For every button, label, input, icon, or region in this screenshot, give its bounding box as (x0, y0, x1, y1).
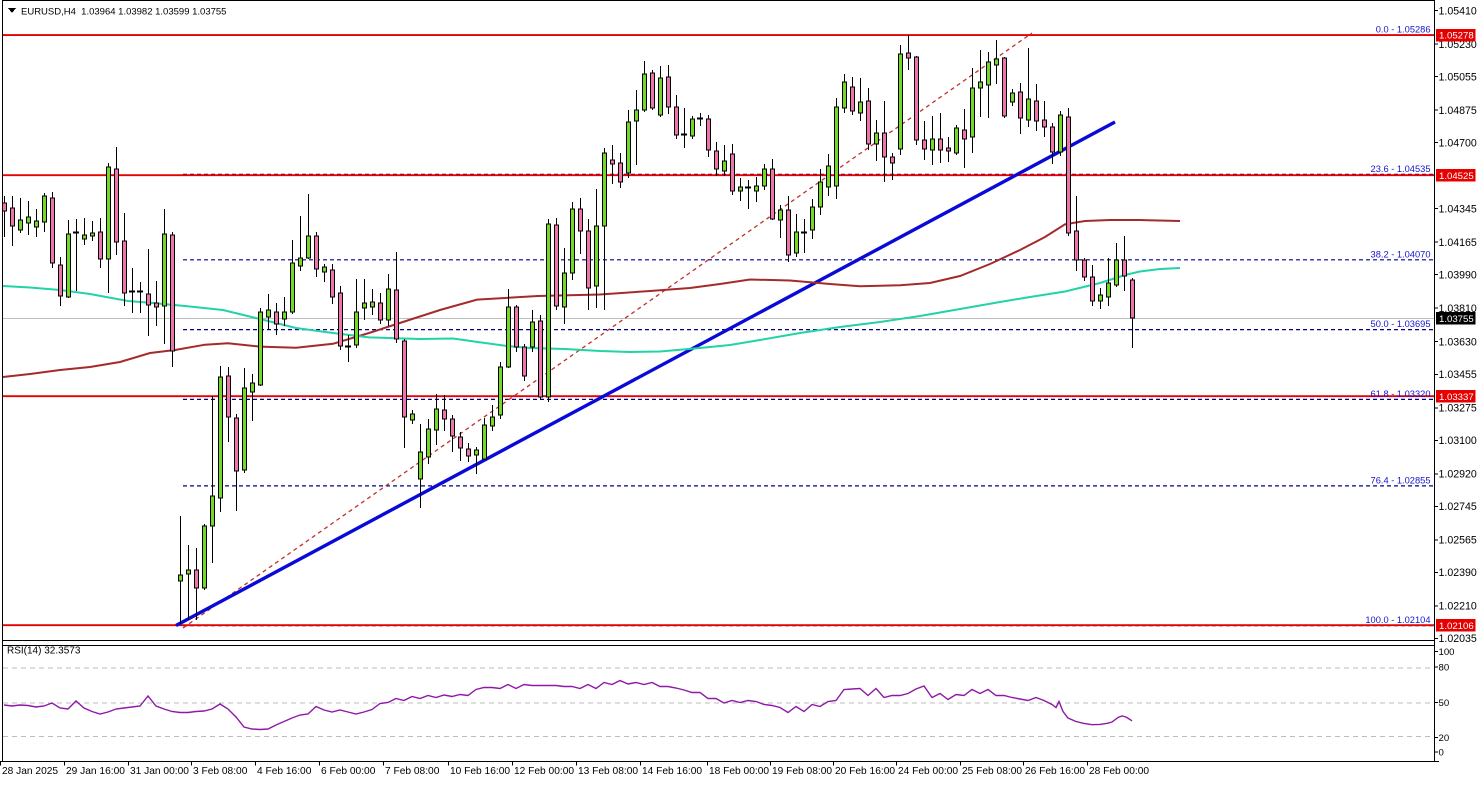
svg-text:29 Jan 16:00: 29 Jan 16:00 (66, 766, 125, 777)
svg-text:26 Feb 16:00: 26 Feb 16:00 (1025, 766, 1085, 777)
svg-text:EURUSD,H4 1.03964 1.03982 1.0: EURUSD,H4 1.03964 1.03982 1.03599 1.0375… (21, 7, 226, 18)
svg-text:80: 80 (1439, 662, 1450, 673)
svg-text:1.03755: 1.03755 (1439, 314, 1474, 325)
svg-text:1.04525: 1.04525 (1439, 171, 1474, 182)
svg-text:20 Feb 16:00: 20 Feb 16:00 (835, 766, 895, 777)
svg-text:7 Feb 08:00: 7 Feb 08:00 (385, 766, 440, 777)
svg-text:23.6 - 1.04535: 23.6 - 1.04535 (1371, 164, 1431, 174)
svg-text:1.02390: 1.02390 (1439, 567, 1477, 579)
svg-text:1.02920: 1.02920 (1439, 469, 1477, 481)
svg-text:1.05410: 1.05410 (1439, 5, 1477, 17)
svg-text:1.05230: 1.05230 (1439, 39, 1477, 51)
svg-text:1.02035: 1.02035 (1439, 633, 1477, 645)
svg-text:3 Feb 08:00: 3 Feb 08:00 (193, 766, 248, 777)
svg-text:1.03100: 1.03100 (1439, 435, 1477, 447)
svg-text:4 Feb 16:00: 4 Feb 16:00 (257, 766, 312, 777)
svg-text:0.0 - 1.05286: 0.0 - 1.05286 (1376, 25, 1431, 35)
svg-text:0: 0 (1439, 747, 1444, 758)
svg-text:28 Jan 2025: 28 Jan 2025 (2, 766, 58, 777)
svg-text:18 Feb 00:00: 18 Feb 00:00 (709, 766, 769, 777)
svg-text:100: 100 (1439, 647, 1455, 658)
svg-text:76.4 - 1.02855: 76.4 - 1.02855 (1371, 475, 1431, 485)
svg-text:25 Feb 08:00: 25 Feb 08:00 (962, 766, 1022, 777)
svg-text:1.03810: 1.03810 (1439, 303, 1477, 315)
svg-text:14 Feb 16:00: 14 Feb 16:00 (642, 766, 702, 777)
svg-text:50: 50 (1439, 698, 1450, 709)
svg-text:1.03630: 1.03630 (1439, 337, 1477, 349)
svg-text:61.8 - 1.03320: 61.8 - 1.03320 (1371, 389, 1431, 399)
svg-text:28 Feb 00:00: 28 Feb 00:00 (1089, 766, 1149, 777)
svg-text:19 Feb 08:00: 19 Feb 08:00 (772, 766, 832, 777)
svg-text:1.04345: 1.04345 (1439, 204, 1477, 216)
svg-text:1.04165: 1.04165 (1439, 237, 1477, 249)
svg-text:1.04875: 1.04875 (1439, 105, 1477, 117)
svg-text:1.03337: 1.03337 (1439, 392, 1474, 403)
svg-text:6 Feb 00:00: 6 Feb 00:00 (321, 766, 376, 777)
svg-text:50.0 - 1.03695: 50.0 - 1.03695 (1371, 319, 1431, 329)
svg-text:31 Jan 00:00: 31 Jan 00:00 (130, 766, 189, 777)
svg-text:1.03990: 1.03990 (1439, 270, 1477, 282)
svg-text:100.0 - 1.02104: 100.0 - 1.02104 (1365, 615, 1430, 625)
svg-text:1.03275: 1.03275 (1439, 403, 1477, 415)
svg-text:24 Feb 00:00: 24 Feb 00:00 (898, 766, 958, 777)
svg-text:13 Feb 08:00: 13 Feb 08:00 (578, 766, 638, 777)
svg-text:1.05278: 1.05278 (1439, 31, 1474, 42)
svg-text:1.03455: 1.03455 (1439, 369, 1477, 381)
svg-text:12 Feb 00:00: 12 Feb 00:00 (514, 766, 574, 777)
svg-text:38.2 - 1.04070: 38.2 - 1.04070 (1371, 249, 1431, 259)
svg-text:1.05055: 1.05055 (1439, 71, 1477, 83)
svg-text:1.02745: 1.02745 (1439, 501, 1477, 513)
svg-text:RSI(14) 32.3573: RSI(14) 32.3573 (7, 646, 81, 657)
svg-text:20: 20 (1439, 733, 1450, 744)
svg-text:1.02565: 1.02565 (1439, 535, 1477, 547)
svg-text:1.02210: 1.02210 (1439, 601, 1477, 613)
svg-text:1.04700: 1.04700 (1439, 137, 1477, 149)
svg-text:1.02106: 1.02106 (1439, 621, 1474, 632)
svg-text:10 Feb 16:00: 10 Feb 16:00 (450, 766, 510, 777)
